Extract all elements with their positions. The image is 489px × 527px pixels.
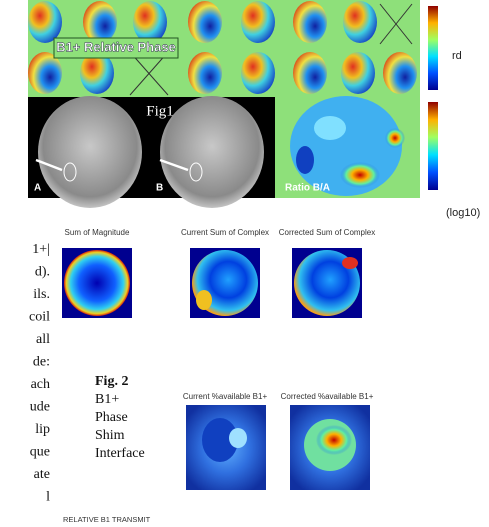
panel-title: Current %available B1+: [183, 392, 268, 401]
fig2-caption: B1+: [95, 392, 119, 407]
head-map: [83, 1, 117, 43]
body-text-line: de:: [33, 355, 50, 370]
head-map: [28, 1, 62, 43]
fig2-caption: Fig. 2: [95, 374, 128, 389]
head-map: [241, 1, 275, 43]
head-map: [188, 1, 222, 43]
body-text-line: 1+|: [32, 242, 50, 257]
body-text-line: d).: [35, 265, 50, 280]
mri-b: [160, 96, 264, 208]
body-text: 1+| d). ils. coil all de: ach ude lip que ate l: [29, 242, 50, 505]
ratio-label: Ratio B/A: [285, 183, 330, 194]
footer-label: RELATIVE B1 TRANSMIT: [63, 515, 151, 524]
body-text-line: ach: [31, 377, 50, 392]
map: [64, 250, 130, 316]
panel-b-label: B: [156, 183, 163, 194]
panel-title: Corrected Sum of Complex: [279, 228, 375, 237]
body-text-line: ils.: [33, 287, 50, 302]
panel-title: Corrected %available B1+: [281, 392, 374, 401]
mri-a: [38, 96, 142, 208]
map-spot: [342, 257, 358, 269]
fig2-caption: Shim: [95, 428, 125, 443]
body-text-line: ate: [34, 467, 50, 482]
body-text-line: lip: [35, 422, 50, 437]
ratio-blob: [340, 162, 380, 188]
body-text-line: all: [36, 332, 50, 347]
ratio-unit: (log10): [446, 207, 480, 219]
head-map: [383, 52, 417, 94]
head-map: [133, 1, 167, 43]
phase-label: B1+ Relative Phase: [56, 39, 176, 54]
panel-a-label: A: [34, 183, 41, 194]
page: B1+ Relative Phase rd A B Fig1 Ratio B/A…: [0, 0, 489, 527]
head-map: [343, 1, 377, 43]
body-text-line: coil: [29, 310, 50, 325]
head-map: [293, 52, 327, 94]
fig2-caption: Phase: [95, 410, 128, 425]
colorbar: [428, 6, 438, 90]
head-map: [188, 52, 222, 94]
colorbar: [428, 102, 438, 190]
head-map: [241, 52, 275, 94]
body-text-line: ude: [30, 400, 50, 415]
map-spot: [316, 425, 352, 455]
map-spot: [229, 428, 247, 448]
phase-unit: rd: [452, 50, 462, 62]
figure1-title: Fig1: [146, 103, 174, 119]
map-spot: [196, 290, 212, 310]
head-map: [341, 52, 375, 94]
ratio-blob: [385, 128, 405, 148]
body-text-line: que: [30, 445, 50, 460]
head-map: [293, 1, 327, 43]
panel-title: Current Sum of Complex: [181, 228, 269, 237]
panel-title: Sum of Magnitude: [65, 228, 130, 237]
body-text-line: l: [46, 490, 50, 505]
ratio-blob: [296, 146, 314, 174]
fig2-caption: Interface: [95, 446, 145, 461]
figure-page: B1+ Relative Phase rd A B Fig1 Ratio B/A…: [0, 0, 489, 527]
ratio-blob: [314, 116, 346, 140]
